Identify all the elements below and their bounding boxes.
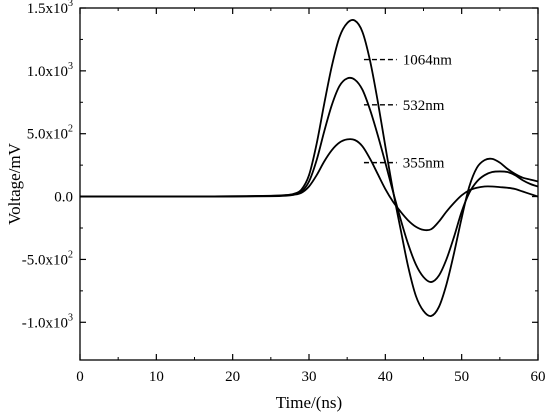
y-axis-title: Voltage/mV [5,142,24,225]
series-line-1 [79,19,539,317]
x-tick-label: 60 [531,369,546,385]
annotation-layer: 1064nm 532nm 355nm [363,53,453,172]
x-tick-label: 10 [149,369,164,385]
y-tick-base: -5.0x10 [22,252,68,268]
y-tick-label: 0.0 [54,190,73,206]
annotation-label: 1064nm [403,53,453,69]
x-tick-label: 20 [225,369,240,385]
y-tick-exponent: 2 [68,124,73,135]
y-tick-base: 1.5x10 [27,1,68,17]
annotation-label: 355nm [403,156,445,172]
y-tick-base: 0.0 [54,190,73,206]
x-axis-title: Time/(ns) [276,393,342,412]
x-tick-label: 50 [454,369,469,385]
series-line-2 [79,76,539,283]
x-tick-label: 40 [378,369,393,385]
y-tick-exponent: 3 [68,61,73,72]
x-tick-label: 0 [76,369,84,385]
annotation-label: 532nm [403,98,445,114]
y-tick-base: 1.0x10 [27,64,68,80]
y-tick-exponent: 3 [68,312,73,323]
y-tick-label: -5.0x102 [22,249,73,268]
y-tick-label: 5.0x102 [27,124,73,143]
series-layer [79,19,539,317]
y-tick-label: -1.0x103 [22,312,73,331]
y-tick-base: -1.0x10 [22,315,68,331]
y-tick-label: 1.5x103 [27,0,73,17]
x-tick-label: 30 [302,369,317,385]
series-line-3 [79,138,539,232]
y-tick-base: 5.0x10 [27,127,68,143]
x-axis-ticks: 0 10 20 30 40 50 60 [76,8,546,385]
y-tick-exponent: 2 [68,249,73,260]
y-tick-label: 1.0x103 [27,61,73,80]
y-tick-exponent: 3 [68,0,73,9]
